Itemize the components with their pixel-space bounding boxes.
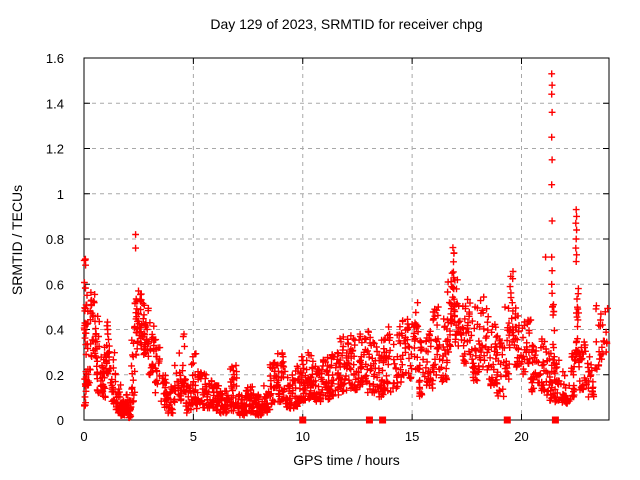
baseline-square-marker — [503, 416, 511, 424]
baseline-square-marker — [299, 416, 307, 424]
y-tick-label: 0.4 — [46, 323, 64, 338]
y-tick-label: 0 — [57, 413, 64, 428]
x-tick-label: 10 — [296, 429, 310, 444]
plot-border — [83, 57, 610, 421]
gridlines — [84, 57, 609, 420]
x-tick-label: 0 — [80, 429, 87, 444]
scatter-plus-markers — [80, 70, 611, 422]
y-tick-label: 1.6 — [46, 51, 64, 66]
y-tick-label: 0.6 — [46, 277, 64, 292]
x-tick-label: 15 — [405, 429, 419, 444]
y-tick-label: 0.8 — [46, 232, 64, 247]
baseline-square-marker — [551, 416, 559, 424]
baseline-square-marker — [379, 416, 387, 424]
baseline-square-marker — [365, 416, 373, 424]
chart-title: Day 129 of 2023, SRMTID for receiver chp… — [210, 16, 483, 32]
x-tick-label: 5 — [190, 429, 197, 444]
x-tick-label: 20 — [514, 429, 528, 444]
x-axis-label: GPS time / hours — [293, 452, 400, 468]
y-tick-label: 1.4 — [46, 96, 64, 111]
y-tick-label: 1 — [57, 187, 64, 202]
y-tick-label: 1.2 — [46, 142, 64, 157]
y-tick-label: 0.2 — [46, 368, 64, 383]
